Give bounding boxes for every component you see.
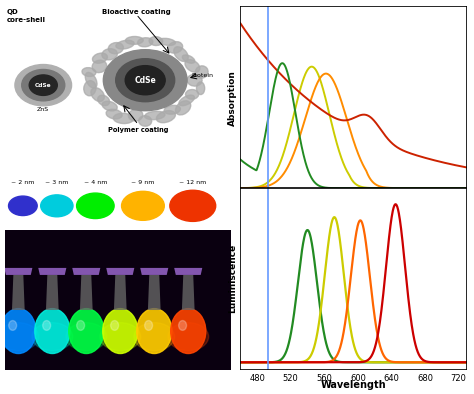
Ellipse shape	[82, 68, 96, 76]
Ellipse shape	[43, 321, 51, 330]
Ellipse shape	[195, 66, 208, 78]
Ellipse shape	[84, 81, 96, 96]
Ellipse shape	[77, 193, 114, 219]
Ellipse shape	[174, 47, 188, 61]
Ellipse shape	[168, 323, 209, 351]
Ellipse shape	[69, 309, 104, 353]
Ellipse shape	[134, 323, 174, 351]
Ellipse shape	[35, 309, 70, 353]
Ellipse shape	[171, 309, 206, 353]
Ellipse shape	[182, 55, 195, 63]
Polygon shape	[174, 268, 202, 275]
Text: ~ 12 nm: ~ 12 nm	[179, 180, 206, 185]
Text: ~ 9 nm: ~ 9 nm	[131, 180, 155, 185]
Ellipse shape	[185, 89, 199, 99]
Circle shape	[22, 69, 65, 101]
Ellipse shape	[100, 323, 141, 351]
Ellipse shape	[92, 60, 107, 72]
Ellipse shape	[128, 110, 143, 121]
Ellipse shape	[185, 59, 200, 72]
Text: 640: 640	[383, 374, 399, 383]
Polygon shape	[46, 275, 59, 310]
Ellipse shape	[145, 321, 153, 330]
Ellipse shape	[149, 37, 163, 46]
Text: 480: 480	[249, 374, 265, 383]
Bar	[240, 6, 467, 188]
Ellipse shape	[113, 113, 134, 124]
Ellipse shape	[66, 323, 107, 351]
Ellipse shape	[145, 111, 165, 120]
Ellipse shape	[179, 321, 187, 330]
Ellipse shape	[102, 49, 118, 60]
Polygon shape	[4, 268, 32, 275]
Polygon shape	[140, 268, 168, 275]
Text: ~ 2 nm: ~ 2 nm	[11, 180, 35, 185]
Ellipse shape	[179, 95, 194, 106]
Text: 560: 560	[316, 374, 332, 383]
Ellipse shape	[103, 309, 138, 353]
Ellipse shape	[158, 38, 175, 45]
Text: Absorption: Absorption	[228, 70, 237, 126]
Circle shape	[103, 50, 187, 111]
Ellipse shape	[139, 116, 152, 126]
Ellipse shape	[137, 309, 172, 353]
Ellipse shape	[175, 101, 191, 115]
Ellipse shape	[170, 190, 216, 221]
Ellipse shape	[85, 72, 97, 88]
Ellipse shape	[102, 101, 117, 111]
Text: ~ 4 nm: ~ 4 nm	[84, 180, 107, 185]
Polygon shape	[12, 275, 25, 310]
Ellipse shape	[156, 111, 175, 123]
Ellipse shape	[196, 82, 205, 95]
Ellipse shape	[77, 321, 84, 330]
Ellipse shape	[98, 95, 109, 106]
Text: Bioactive coating: Bioactive coating	[102, 9, 171, 15]
Text: 520: 520	[283, 374, 299, 383]
Text: ~ 3 nm: ~ 3 nm	[45, 180, 69, 185]
Ellipse shape	[110, 321, 118, 330]
Text: Wavelength: Wavelength	[320, 380, 386, 390]
Ellipse shape	[1, 309, 36, 353]
Text: ZnS: ZnS	[37, 108, 49, 112]
Ellipse shape	[137, 38, 153, 47]
Ellipse shape	[92, 53, 108, 63]
Polygon shape	[72, 268, 100, 275]
Text: CdSe: CdSe	[35, 83, 52, 87]
Ellipse shape	[0, 323, 39, 351]
Polygon shape	[80, 275, 92, 310]
Polygon shape	[38, 268, 66, 275]
Ellipse shape	[9, 321, 17, 330]
Ellipse shape	[121, 191, 164, 220]
Circle shape	[125, 66, 165, 95]
Polygon shape	[106, 268, 134, 275]
Ellipse shape	[187, 74, 202, 86]
Ellipse shape	[126, 37, 143, 45]
Circle shape	[29, 75, 57, 95]
Circle shape	[15, 65, 72, 106]
Bar	[240, 188, 467, 370]
Text: 600: 600	[350, 374, 366, 383]
Polygon shape	[148, 275, 161, 310]
Ellipse shape	[41, 195, 73, 217]
Circle shape	[116, 59, 175, 102]
Ellipse shape	[168, 42, 182, 53]
Polygon shape	[114, 275, 127, 310]
Ellipse shape	[106, 109, 122, 119]
Text: QD
core-shell: QD core-shell	[7, 9, 46, 23]
Text: 720: 720	[451, 374, 466, 383]
Ellipse shape	[116, 40, 134, 49]
Ellipse shape	[9, 196, 37, 216]
Text: 680: 680	[417, 374, 433, 383]
Ellipse shape	[108, 43, 123, 54]
Ellipse shape	[164, 105, 181, 114]
Polygon shape	[182, 275, 195, 310]
Ellipse shape	[91, 88, 104, 101]
Ellipse shape	[32, 323, 73, 351]
Text: Luminiscence: Luminiscence	[228, 244, 237, 313]
Text: Protein: Protein	[191, 73, 213, 78]
Text: CdSe: CdSe	[134, 76, 156, 85]
Text: Polymer coating: Polymer coating	[108, 127, 169, 133]
